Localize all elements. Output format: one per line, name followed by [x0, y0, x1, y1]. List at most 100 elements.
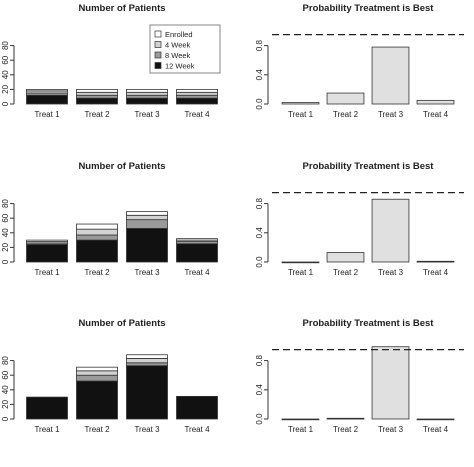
bar-segment-12-week [76, 380, 118, 420]
x-tick-label: Treat 1 [288, 110, 314, 119]
legend-swatch [154, 51, 162, 59]
x-tick-label: Treat 2 [333, 110, 359, 119]
x-tick-label: Treat 4 [184, 268, 210, 277]
x-tick-label: Treat 2 [84, 110, 110, 119]
probability-bar [326, 252, 365, 263]
y-tick-label: 0.4 [255, 384, 264, 396]
probability-bar [371, 198, 410, 263]
bar-segment-12-week [26, 94, 68, 105]
x-tick-label: Treat 1 [34, 110, 60, 119]
bar-segment-4-week [76, 228, 118, 236]
x-tick-label: Treat 3 [378, 268, 404, 277]
x-tick-label: Treat 4 [184, 425, 210, 434]
y-tick-label: 0.0 [255, 413, 264, 425]
panel-3: Number of Patients 0 20 40 60 80 Treat 1 Treat … [1, 161, 218, 277]
bar-segment-8-week [76, 374, 118, 382]
bar-segment-12-week [176, 97, 218, 105]
bar-segment-4-week [126, 91, 168, 96]
legend-swatch [154, 41, 162, 48]
bar-segment-8-week [76, 94, 118, 99]
legend-label: 12 Week [165, 62, 195, 71]
bar-segment-enrolled [126, 211, 168, 216]
y-tick-label: 60 [1, 370, 10, 379]
panel-title: Probability Treatment is Best [303, 161, 435, 172]
bar-segment-12-week [126, 228, 168, 263]
bar-segment-enrolled [76, 366, 118, 372]
x-tick-label: Treat 1 [34, 268, 60, 277]
probability-bar [281, 418, 320, 421]
bar-segment-12-week [176, 395, 218, 420]
probability-bar [371, 46, 410, 105]
bar-segment-enrolled [126, 89, 168, 93]
panel-5: Number of Patients 0 20 40 60 80 Treat 1 Treat … [1, 318, 218, 434]
probability-bar [371, 346, 410, 420]
y-tick-label: 80 [1, 41, 10, 50]
panel-title: Number of Patients [78, 318, 165, 329]
x-tick-label: Treat 4 [184, 110, 210, 119]
x-tick-label: Treat 4 [423, 425, 449, 434]
x-tick-label: Treat 3 [134, 268, 160, 277]
y-tick-label: 0.4 [255, 69, 264, 81]
probability-bar [326, 417, 365, 420]
x-tick-label: Treat 2 [333, 425, 359, 434]
x-tick-label: Treat 4 [423, 268, 449, 277]
probability-bar [281, 261, 320, 264]
x-tick-label: Treat 2 [84, 268, 110, 277]
bar-segment-12-week [176, 243, 218, 263]
y-tick-label: 40 [1, 70, 10, 79]
bar-segment-12-week [126, 97, 168, 105]
bar-segment-enrolled [76, 89, 118, 93]
y-tick-label: 20 [1, 399, 10, 408]
x-tick-label: Treat 1 [288, 268, 314, 277]
x-tick-label: Treat 3 [134, 425, 160, 434]
bar-segment-8-week [76, 234, 118, 241]
panel-4: Probability Treatment is Best 0.0 0.4 0.8 Tr… [255, 161, 464, 277]
y-tick-label: 0 [1, 259, 10, 264]
panel-2: Probability Treatment is Best 0.0 0.4 0.8 Tr… [255, 3, 464, 119]
legend-swatch [154, 30, 162, 38]
x-tick-label: Treat 1 [288, 425, 314, 434]
bar-segment-enrolled [126, 354, 168, 359]
bar-segment-8-week [126, 94, 168, 99]
y-tick-label: 80 [1, 199, 10, 208]
panel-title: Probability Treatment is Best [303, 318, 435, 329]
probability-bar [326, 92, 365, 105]
bar-segment-8-week [176, 94, 218, 99]
bar-segment-12-week [126, 365, 168, 420]
y-tick-label: 0.8 [255, 197, 264, 209]
x-tick-label: Treat 4 [423, 110, 449, 119]
bar-segment-4-week [176, 91, 218, 96]
y-tick-label: 0.8 [255, 39, 264, 51]
bar-segment-12-week [26, 244, 68, 263]
panel-title: Number of Patients [78, 3, 165, 14]
x-tick-label: Treat 3 [378, 425, 404, 434]
bar-segment-enrolled [26, 239, 68, 242]
legend-label: Enrolled [165, 30, 193, 39]
legend-swatch [154, 62, 162, 69]
bar-segment-12-week [26, 396, 68, 420]
y-tick-label: 0 [1, 416, 10, 421]
y-tick-label: 0 [1, 101, 10, 106]
panel-title: Number of Patients [78, 161, 165, 172]
bar-segment-enrolled [176, 89, 218, 93]
bar-segment-8-week [126, 362, 168, 367]
bar-segment-enrolled [26, 89, 68, 92]
probability-bar [416, 99, 455, 105]
x-tick-label: Treat 1 [34, 425, 60, 434]
panel-1: Number of Patients 0 20 40 60 80 Treat 1 Treat … [1, 3, 221, 119]
y-tick-label: 60 [1, 55, 10, 64]
bar-segment-enrolled [176, 238, 218, 241]
y-tick-label: 20 [1, 242, 10, 251]
bar-segment-4-week [126, 358, 168, 364]
y-tick-label: 40 [1, 385, 10, 394]
panel-6: Probability Treatment is Best 0.0 0.4 0.8 Tr… [255, 318, 464, 434]
y-tick-label: 40 [1, 228, 10, 237]
y-tick-label: 0.8 [255, 354, 264, 366]
legend-box [149, 24, 221, 74]
bar-segment-4-week [76, 370, 118, 376]
legend-label: 4 Week [165, 41, 191, 50]
probability-bar [416, 418, 455, 421]
bar-segment-12-week [76, 239, 118, 263]
y-tick-label: 0.0 [255, 256, 264, 268]
